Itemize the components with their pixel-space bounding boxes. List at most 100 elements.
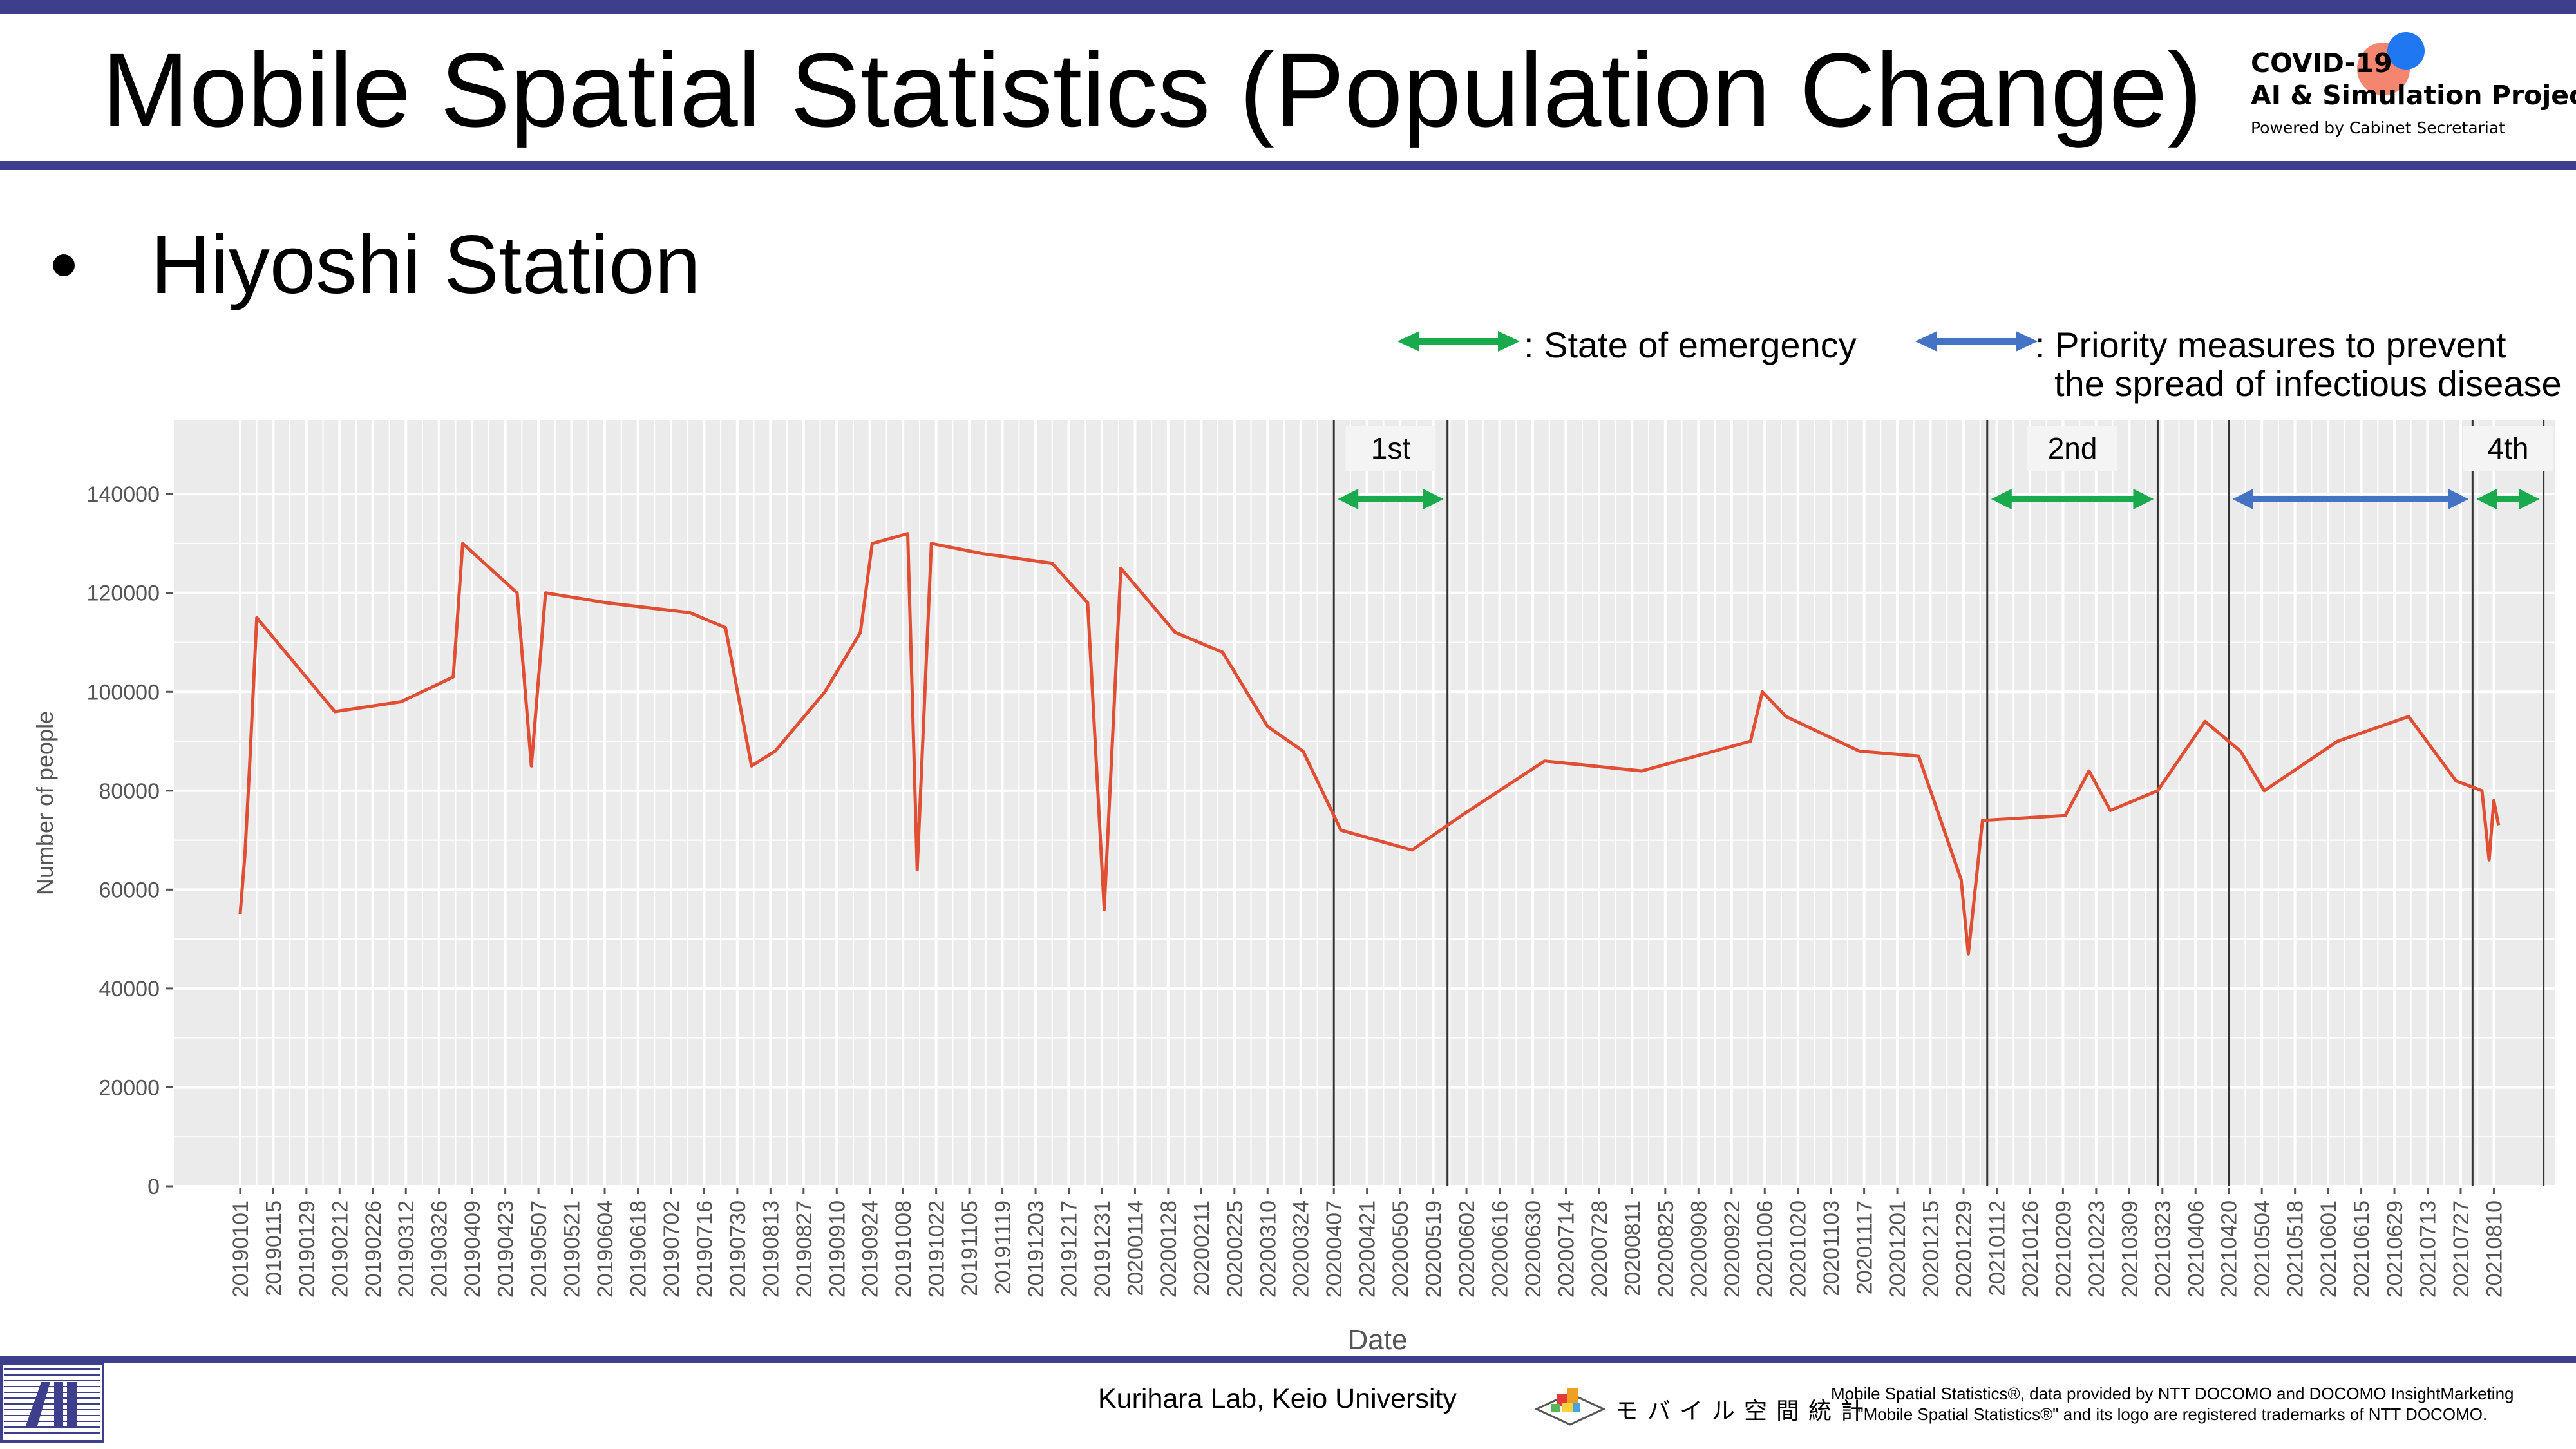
x-tick-label: 20200310 [1256, 1200, 1280, 1298]
x-tick-label: 20190423 [494, 1200, 518, 1298]
priority-legend-arrow-icon [1915, 331, 2038, 352]
x-tick-label: 20210223 [2085, 1200, 2109, 1298]
page-title: Mobile Spatial Statistics (Population Ch… [102, 31, 2202, 149]
priority-legend-label-line2: the spread of infectious disease [2054, 363, 2562, 404]
x-tick-label: 20200714 [1554, 1200, 1578, 1298]
title-underline-bar [0, 161, 2576, 170]
mss-logo-text: モバイル空間統計 [1615, 1397, 1873, 1424]
footer-note-line1: Mobile Spatial Statistics®, data provide… [1831, 1384, 2514, 1403]
x-tick-label: 20210112 [1985, 1200, 2009, 1296]
period-label: 2nd [2048, 431, 2098, 465]
footer-trademark-note: Mobile Spatial Statistics®, data provide… [1831, 1383, 2514, 1425]
x-tick-label: 20200225 [1223, 1200, 1247, 1298]
x-tick-label: 20190326 [428, 1200, 452, 1298]
x-tick-label: 20210615 [2350, 1200, 2374, 1298]
period-arrow-left-head [2476, 489, 2497, 509]
x-tick-label: 20200421 [1356, 1200, 1380, 1298]
x-tick-label: 20200505 [1388, 1200, 1413, 1298]
x-tick-label: 20201215 [1919, 1200, 1944, 1298]
x-tick-label: 20201201 [1886, 1200, 1910, 1298]
x-tick-label: 20190521 [560, 1200, 585, 1298]
period-arrow-right-head [2519, 489, 2540, 509]
y-tick-label: 140000 [87, 482, 160, 507]
x-tick-label: 20201103 [1819, 1200, 1844, 1296]
x-tick-label: 20200825 [1654, 1200, 1678, 1298]
y-tick-label: 20000 [99, 1075, 160, 1100]
x-tick-label: 20190730 [726, 1200, 750, 1298]
y-tick-label: 40000 [99, 977, 160, 1001]
x-tick-label: 20190312 [394, 1200, 419, 1298]
population-line-chart: 1st 2nd 4th 0 20000 40000 60000 80000 100000 120… [32, 420, 2555, 1356]
chart-y-axis: 0 20000 40000 60000 80000 100000 120000 140000 [87, 482, 173, 1199]
chart-x-axis: 20190101 20190115 20190129 20190212 20190226… [229, 1188, 2506, 1298]
x-tick-label: 20200922 [1720, 1200, 1745, 1298]
x-tick-label: 20190507 [527, 1200, 551, 1298]
x-tick-label: 20200728 [1587, 1200, 1612, 1298]
project-badge: COVID-19 AI & Simulation Project Powered… [2251, 32, 2576, 144]
emergency-legend-label: : State of emergency [1524, 325, 1857, 365]
badge-line-1: COVID-19 [2251, 48, 2392, 79]
emergency-legend-arrow-icon [1397, 331, 1520, 352]
x-tick-label: 20191022 [925, 1200, 949, 1298]
period-label-box [2463, 426, 2553, 471]
period-arrow-right-head [2133, 489, 2154, 509]
footer-bar [0, 1356, 2576, 1363]
y-tick-label: 0 [147, 1175, 160, 1199]
chart-period-lines [1332, 420, 2545, 1186]
chart-annotations: 1st 2nd 4th [1338, 426, 2553, 509]
x-tick-label: 20210126 [2018, 1200, 2043, 1298]
x-tick-label: 20191008 [891, 1200, 916, 1298]
x-tick-label: 20190604 [593, 1200, 618, 1298]
period-label-box [2027, 426, 2118, 471]
x-tick-label: 20200128 [1157, 1200, 1181, 1298]
chart-x-axis-title: Date [1348, 1324, 1408, 1356]
x-tick-label: 20190101 [229, 1200, 253, 1298]
x-tick-label: 20210406 [2184, 1200, 2208, 1298]
x-tick-label: 20191119 [991, 1200, 1016, 1294]
x-tick-label: 20190827 [792, 1200, 817, 1298]
x-tick-label: 20210713 [2416, 1200, 2440, 1298]
x-tick-label: 20200602 [1455, 1200, 1479, 1298]
y-tick-label: 100000 [87, 680, 160, 705]
x-tick-label: 20201229 [1952, 1200, 1976, 1298]
period-arrow-left-head [1991, 489, 2012, 509]
x-tick-label: 20191217 [1057, 1200, 1082, 1298]
x-tick-label: 20190716 [692, 1200, 717, 1298]
period-label: 4th [2488, 431, 2529, 465]
x-tick-label: 20190226 [361, 1200, 386, 1298]
period-arrow-left-head [1338, 489, 1359, 509]
x-tick-label: 20191105 [958, 1200, 982, 1296]
x-tick-label: 20210629 [2383, 1200, 2407, 1298]
x-tick-label: 20190409 [460, 1200, 485, 1298]
x-tick-label: 20200811 [1620, 1200, 1645, 1296]
period-arrow-left-head [2232, 489, 2253, 509]
x-tick-label: 20210504 [2250, 1200, 2275, 1298]
x-tick-label: 20210727 [2449, 1200, 2474, 1298]
population-series-line [238, 532, 2501, 956]
x-tick-label: 20200630 [1521, 1200, 1546, 1298]
chart-plot-panel [174, 420, 2555, 1186]
x-tick-label: 20201006 [1753, 1200, 1777, 1298]
x-tick-label: 20190924 [858, 1200, 883, 1298]
mss-cube-icon [1534, 1388, 1606, 1426]
x-tick-label: 20190910 [825, 1200, 849, 1298]
x-tick-label: 20200519 [1422, 1200, 1446, 1298]
x-tick-label: 20190129 [295, 1200, 319, 1298]
badge-line-3: Powered by Cabinet Secretariat [2251, 118, 2505, 137]
x-tick-label: 20200114 [1123, 1200, 1148, 1296]
x-tick-label: 20190618 [626, 1200, 650, 1298]
bullet-icon [53, 254, 75, 276]
y-tick-label: 80000 [99, 779, 160, 804]
x-tick-label: 20190115 [261, 1200, 286, 1296]
x-tick-label: 20210209 [2051, 1200, 2076, 1298]
badge-blue-circle-icon [2387, 32, 2425, 70]
x-tick-label: 20200324 [1289, 1200, 1314, 1298]
x-tick-label: 20200908 [1687, 1200, 1711, 1298]
x-tick-label: 20210420 [2217, 1200, 2242, 1298]
x-tick-label: 20190212 [328, 1200, 352, 1298]
x-tick-label: 20210601 [2316, 1200, 2341, 1298]
mobile-spatial-statistics-logo: モバイル空間統計 [1531, 1378, 1864, 1430]
chart-series-layer [238, 532, 2501, 956]
x-tick-label: 20190813 [759, 1200, 783, 1298]
x-tick-label: 20191203 [1024, 1200, 1048, 1298]
